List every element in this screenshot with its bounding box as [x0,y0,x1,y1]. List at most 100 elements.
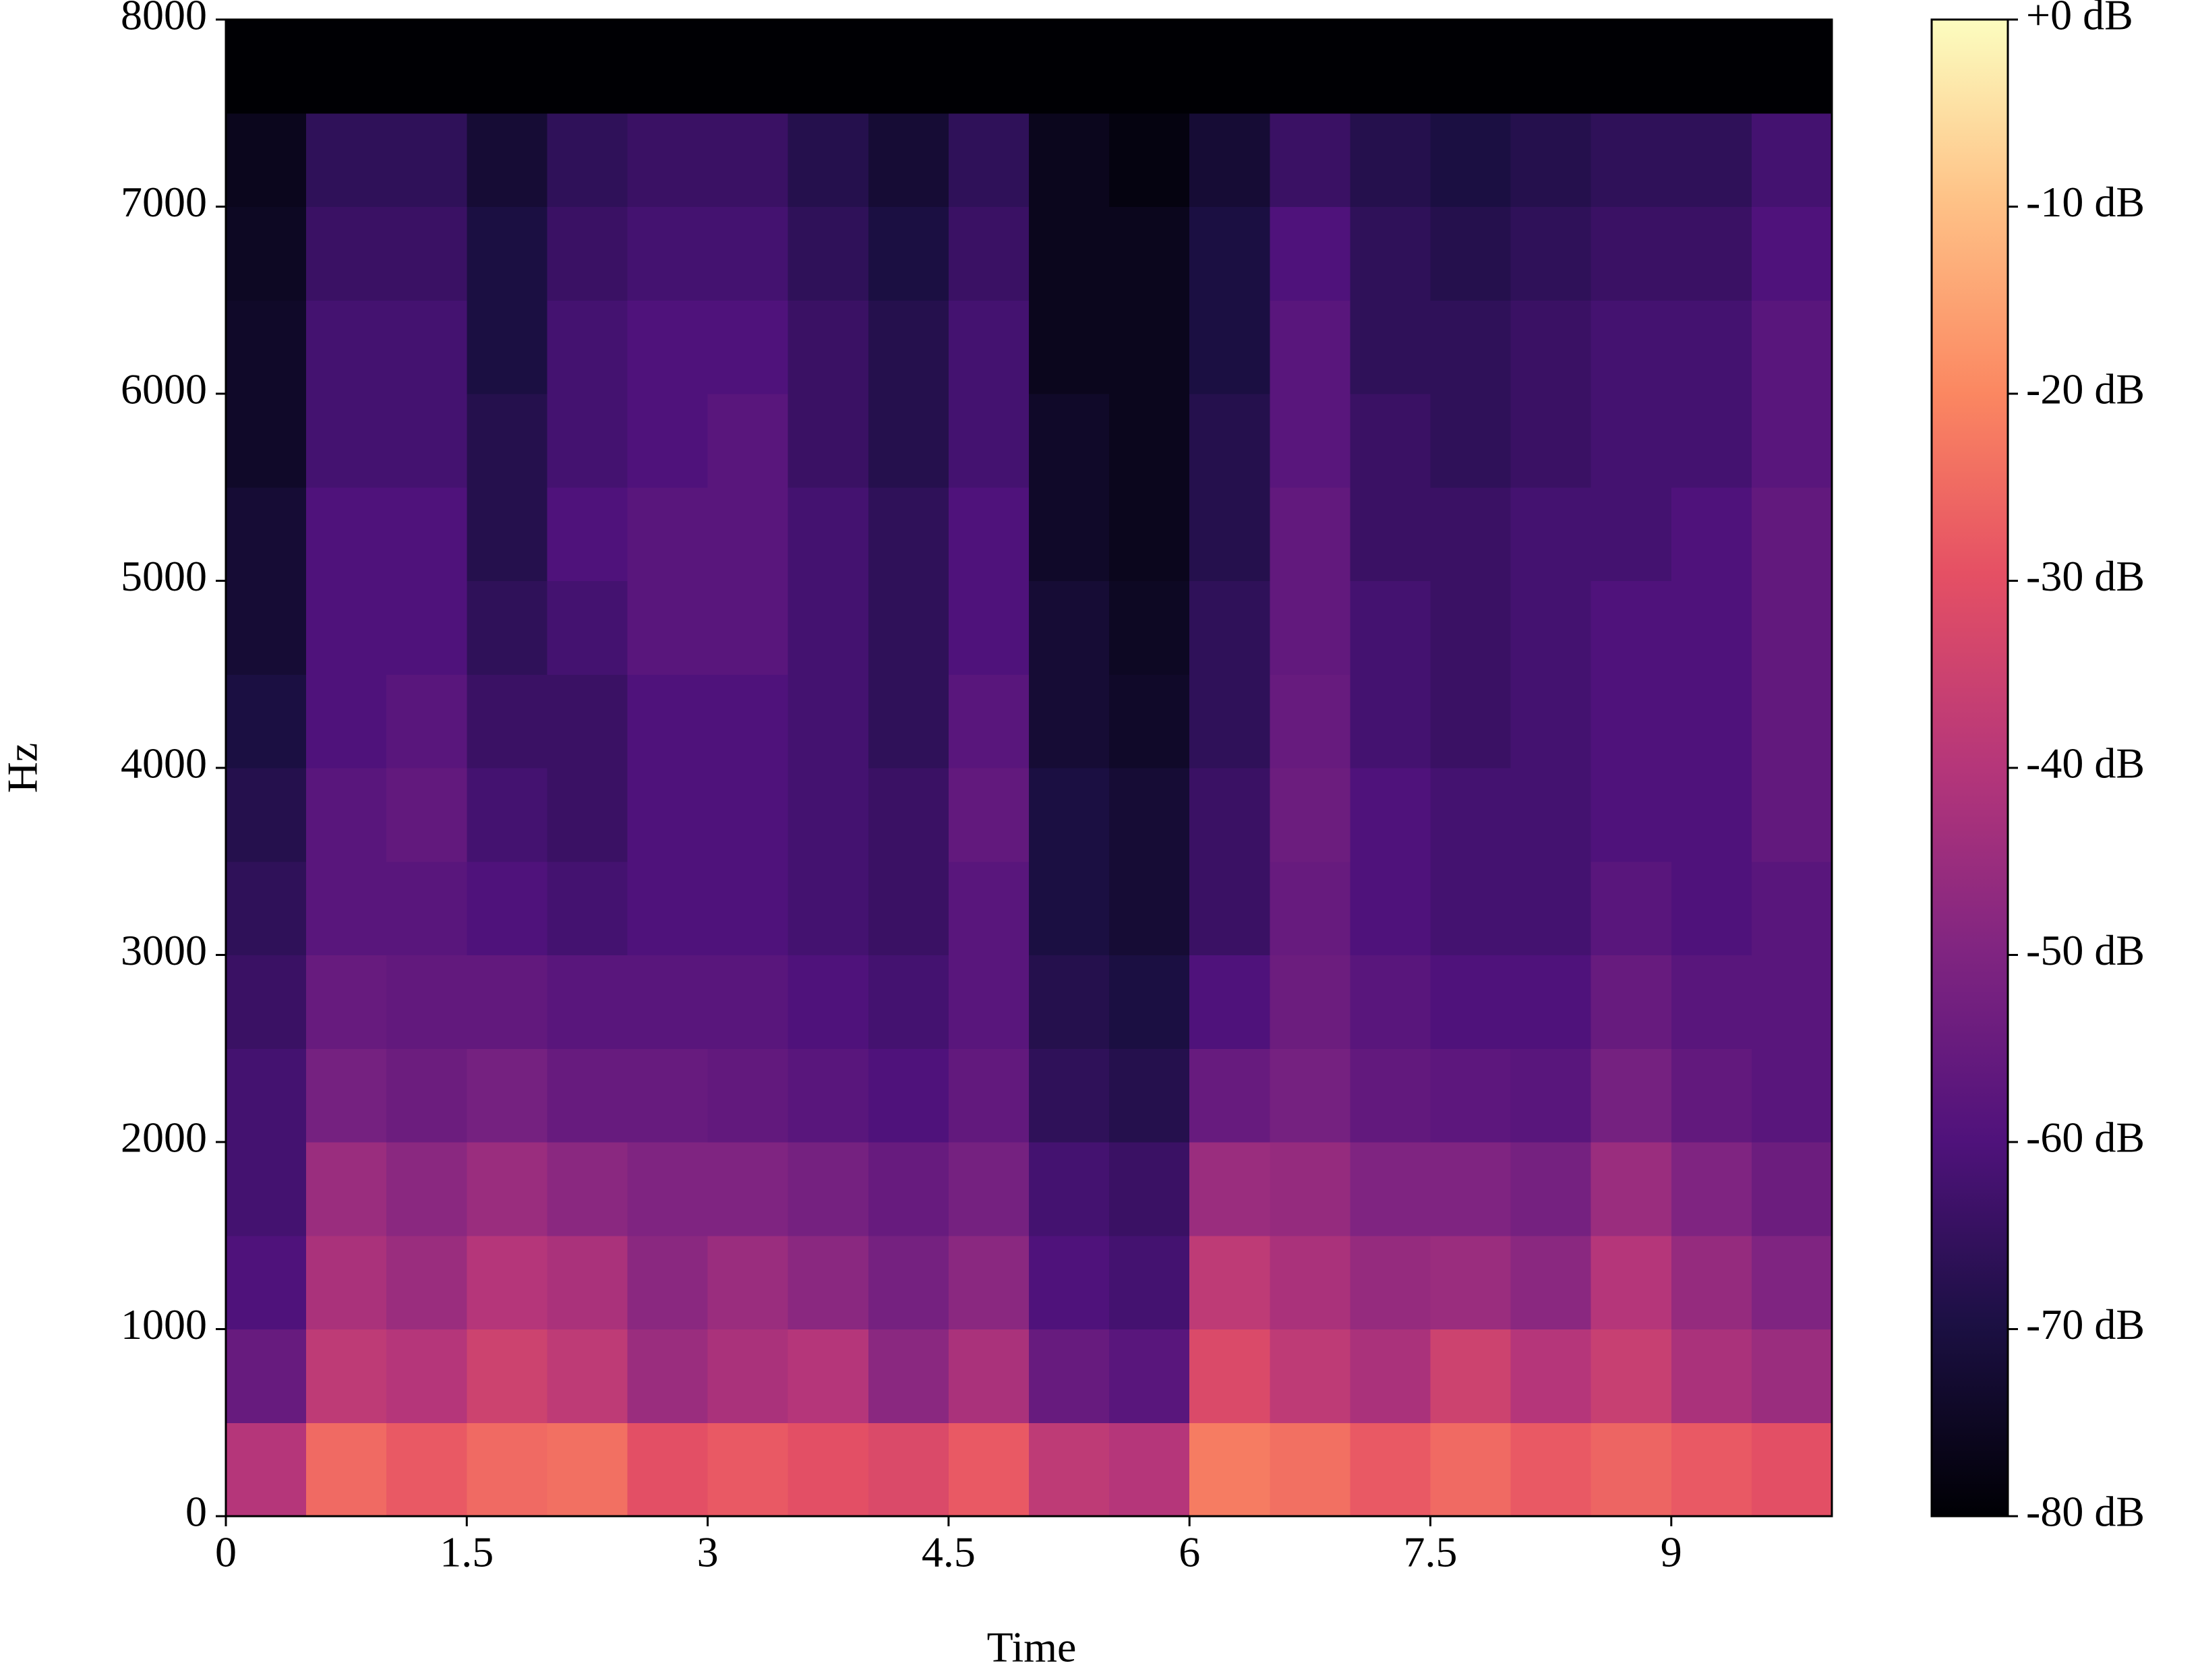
heat-cell [306,580,387,675]
heat-cell [1189,206,1270,301]
heat-cell [1430,1329,1512,1423]
heat-cell [1189,1329,1270,1423]
heat-cell [1189,300,1270,394]
heat-cell [1751,1048,1833,1143]
heat-cell [1590,955,1672,1049]
heat-cell [1671,487,1752,581]
heat-cell [787,20,869,114]
heat-cell [1430,1235,1512,1329]
heat-cell [1109,113,1190,207]
heat-cell [1751,487,1833,581]
heat-cell [1270,1235,1350,1329]
heat-cell [1189,113,1270,207]
heat-cell [1189,20,1270,114]
heat-cell [627,1235,709,1329]
heat-cell [707,768,789,862]
heat-cell [547,394,628,488]
heat-cell [547,300,628,394]
heat-cell [1270,394,1350,488]
heat-cell [1270,955,1350,1049]
heat-cell [707,206,789,301]
heat-cell [306,674,387,769]
heat-cell [467,300,547,394]
heat-cell [1350,1329,1431,1423]
heat-cell [787,861,869,955]
heat-cell [1590,20,1672,114]
heat-cell [467,1142,547,1236]
heat-cell [787,955,869,1049]
heat-cell [868,580,949,675]
x-tick-label: 7.5 [1404,1528,1458,1576]
heat-cell [1109,1048,1190,1143]
heat-cell [1109,955,1190,1049]
heat-cell [868,768,949,862]
heat-cell [467,20,547,114]
heat-cell [868,394,949,488]
heat-cell [1189,1048,1270,1143]
heat-cell [1189,487,1270,581]
heat-cell [1350,861,1431,955]
heat-cell [1590,300,1672,394]
heat-cell [1751,580,1833,675]
heat-cell [627,206,709,301]
heat-cell [1590,768,1672,862]
heat-cell [226,206,307,301]
heat-cell [226,955,307,1049]
heat-cell [948,300,1030,394]
x-tick-label: 1.5 [440,1528,494,1576]
heat-cell [787,113,869,207]
colorbar-tick-label: -50 dB [2026,926,2145,974]
heat-cell [306,394,387,488]
heat-cell [1751,1235,1833,1329]
heat-cell [1350,1142,1431,1236]
heat-cell [467,674,547,769]
heat-cell [948,580,1030,675]
heat-cell [1671,20,1752,114]
heat-cell [467,487,547,581]
heat-cell [787,487,869,581]
heat-cell [627,300,709,394]
heat-cell [1751,768,1833,862]
heat-cell [1510,206,1592,301]
heat-cell [1430,394,1512,488]
heat-cell [787,300,869,394]
heat-cell [1109,20,1190,114]
heat-cell [1189,1422,1270,1517]
heat-cell [1671,861,1752,955]
heat-cell [1189,1142,1270,1236]
heat-cell [1029,487,1110,581]
heat-cell [226,1422,307,1517]
heat-cell [707,1235,789,1329]
heat-cell [547,1329,628,1423]
colorbar-tick-label: -70 dB [2026,1300,2145,1348]
heat-cell [948,674,1030,769]
heat-cell [1430,1422,1512,1517]
heat-cell [1430,861,1512,955]
heat-cell [868,300,949,394]
heat-cell [306,955,387,1049]
heat-cell [627,1422,709,1517]
heat-cell [1029,768,1110,862]
heat-cell [707,113,789,207]
heat-cell [868,1422,949,1517]
heat-cell [948,487,1030,581]
heat-cell [948,955,1030,1049]
heat-cell [467,113,547,207]
heat-cell [547,861,628,955]
heat-cell [1109,487,1190,581]
heat-cell [1350,206,1431,301]
heat-cell [1671,955,1752,1049]
heat-cell [1671,394,1752,488]
heat-cell [868,861,949,955]
heat-cell [1430,300,1512,394]
heat-cell [1270,861,1350,955]
heat-cell [627,955,709,1049]
heat-cell [627,113,709,207]
heat-cell [1270,580,1350,675]
heat-cell [1109,394,1190,488]
heat-cell [868,955,949,1049]
heat-cell [226,674,307,769]
heat-cell [226,20,307,114]
heat-cell [1350,487,1431,581]
